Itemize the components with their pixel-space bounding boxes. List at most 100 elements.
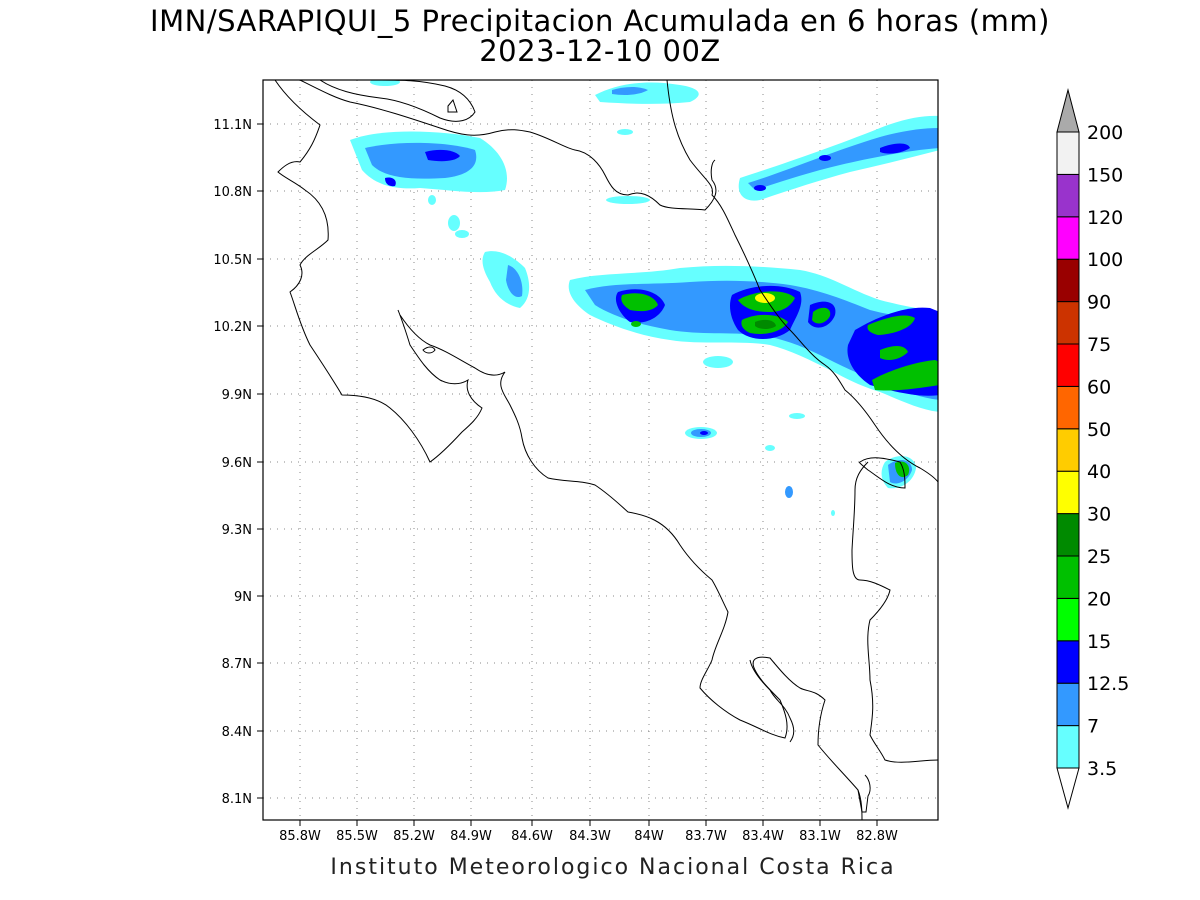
- precip-area-top-core: [612, 87, 648, 95]
- precip-spot: [455, 230, 469, 238]
- panama-border: [859, 457, 906, 489]
- precip-spot: [448, 215, 460, 231]
- nicaragua-border: [666, 80, 938, 483]
- lat-label: 10.8N: [213, 185, 252, 200]
- lon-label: 83.7W: [685, 829, 727, 844]
- lat-label: 9.6N: [222, 456, 252, 471]
- longitude-labels: 85.8W 85.5W 85.2W 84.9W 84.6W 84.3W 84W …: [279, 829, 898, 844]
- colorbar-label: 3.5: [1087, 758, 1117, 780]
- footer-credit: Instituto Meteorologico Nacional Costa R…: [330, 855, 896, 880]
- latitude-labels: 11.1N 10.8N 10.5N 10.2N 9.9N 9.6N 9.3N 9…: [213, 118, 252, 807]
- precip-area-nw-core2: [385, 177, 396, 187]
- map-gridlines: [263, 80, 938, 820]
- precip-cell-se-core: [895, 461, 910, 478]
- map-frame: [262, 79, 939, 821]
- precip-spot: [617, 129, 633, 135]
- precip-band-darkgreen: [755, 319, 776, 329]
- colorbar-upper-arrow: [1056, 88, 1080, 133]
- lon-label: 84W: [634, 829, 664, 844]
- colorbar-label: 150: [1087, 164, 1123, 186]
- osa-peninsula: [749, 659, 795, 743]
- colorbar-label: 75: [1087, 334, 1111, 356]
- precip-spot: [754, 185, 766, 191]
- map-title: IMN/SARAPIQUI_5 Precipitacion Acumulada …: [150, 4, 1050, 38]
- colorbar-label: 200: [1087, 122, 1123, 144]
- precip-band-green7: [872, 360, 938, 391]
- colorbar-segment: [1056, 555, 1080, 599]
- colorbar-label: 30: [1087, 504, 1111, 526]
- burica: [857, 774, 871, 813]
- colorbar-segment: [1056, 216, 1080, 260]
- lon-label: 83.4W: [742, 829, 784, 844]
- colorbar-label: 40: [1087, 461, 1111, 483]
- precip-area-nw-core: [425, 149, 460, 162]
- colorbar-segment: [1056, 428, 1080, 472]
- precip-area-central-north: [482, 251, 530, 308]
- nicoya-bay: [422, 346, 436, 354]
- lat-label: 11.1N: [213, 118, 252, 133]
- colorbar-segment: [1056, 640, 1080, 684]
- colorbar-segment: [1056, 725, 1080, 769]
- colorbar-segment: [1056, 385, 1080, 430]
- precip-spot: [785, 486, 793, 498]
- panama-border-south: [851, 461, 938, 763]
- lat-label: 8.7N: [222, 657, 252, 672]
- map-subtitle-date: 2023-12-10 00Z: [479, 34, 721, 68]
- colorbar-label: 12.5: [1087, 673, 1129, 695]
- precip-spot: [789, 413, 805, 419]
- colorbar-label: 7: [1087, 716, 1099, 738]
- precip-band-green6: [880, 346, 908, 360]
- lat-label: 8.4N: [222, 725, 252, 740]
- precip-spot: [703, 356, 733, 368]
- precip-spot: [700, 431, 708, 435]
- colorbar-label: 15: [1087, 631, 1111, 653]
- colorbar-label: 50: [1087, 419, 1111, 441]
- precip-band-green5: [867, 315, 915, 335]
- island-ometepe: [447, 98, 458, 113]
- colorbar-segment: [1056, 343, 1080, 387]
- colorbar-segment: [1056, 682, 1080, 727]
- precip-spot: [606, 196, 650, 204]
- axis-ticks: [257, 123, 878, 826]
- lake-shoreline: [274, 80, 483, 463]
- colorbar-segment: [1056, 470, 1080, 515]
- precip-band-ne-core: [880, 143, 910, 154]
- precip-band-green: [621, 293, 658, 312]
- precip-spot: [765, 445, 775, 451]
- lake-shoreline-north: [299, 80, 717, 211]
- colorbar-label: 20: [1087, 588, 1111, 610]
- coastline-borders: [274, 80, 938, 820]
- colorbar-label: 120: [1087, 207, 1123, 229]
- lon-label: 84.3W: [569, 829, 611, 844]
- colorbar-segment: [1056, 173, 1080, 218]
- colorbar-legend: 3.5 7 12.5 15 20 25 30 40 50 60 75 90 100 120 150 200: [1056, 88, 1129, 810]
- lat-label: 10.2N: [213, 320, 252, 335]
- precip-band-green4: [812, 307, 831, 324]
- lon-label: 85.8W: [279, 829, 321, 844]
- colorbar-lower-arrow: [1056, 767, 1080, 810]
- colorbar-segment: [1056, 258, 1080, 303]
- precip-spot: [428, 195, 436, 205]
- precip-area-central-north-core: [506, 265, 523, 298]
- lon-label: 82.8W: [856, 829, 898, 844]
- colorbar-segment: [1056, 513, 1080, 557]
- precipitation-field: [350, 80, 938, 516]
- lon-label: 85.2W: [393, 829, 435, 844]
- colorbar-segment: [1056, 597, 1080, 642]
- lat-label: 9.9N: [222, 388, 252, 403]
- colorbar-segment: [1056, 131, 1080, 175]
- colorbar-label: 25: [1087, 546, 1111, 568]
- colorbar-label: 100: [1087, 249, 1123, 271]
- lon-label: 85.5W: [336, 829, 378, 844]
- lat-label: 9N: [234, 590, 252, 605]
- lon-label: 83.1W: [799, 829, 841, 844]
- lat-label: 8.1N: [222, 792, 252, 807]
- precip-spot-nw-top: [370, 80, 400, 86]
- lat-label: 10.5N: [213, 253, 252, 268]
- precip-spot: [631, 321, 641, 327]
- gulf-of-nicoya: [399, 314, 863, 820]
- lon-label: 84.9W: [450, 829, 492, 844]
- precip-spot: [819, 155, 831, 161]
- precip-band-central-mid: [585, 280, 938, 400]
